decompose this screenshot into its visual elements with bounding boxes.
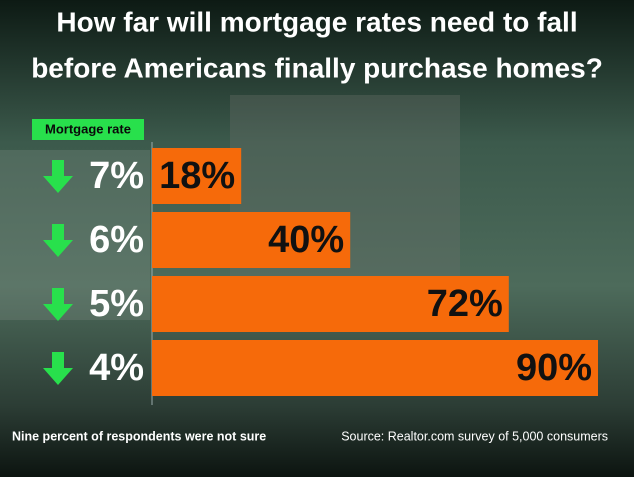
category-label: 5% <box>89 283 144 325</box>
category-label: Mortgage rate <box>45 121 131 136</box>
down-arrow <box>43 352 73 385</box>
bar <box>152 276 509 332</box>
value-label: 40% <box>268 219 344 261</box>
down-arrow <box>43 224 73 257</box>
category-label-box <box>32 119 144 140</box>
category-label: 6% <box>89 219 144 261</box>
house-shape <box>0 150 150 320</box>
category-label: 4% <box>89 347 144 389</box>
value-label: 18% <box>159 155 235 197</box>
value-label: 90% <box>516 347 592 389</box>
footnote: Nine percent of respondents were not sur… <box>12 429 266 443</box>
down-arrow <box>43 160 73 193</box>
value-label: 72% <box>427 283 503 325</box>
chart-title: How far will mortgage rates need to fall <box>56 6 577 37</box>
down-arrow <box>43 288 73 321</box>
chart-title: before Americans finally purchase homes? <box>31 52 603 83</box>
bar <box>152 148 242 204</box>
bar <box>152 212 351 268</box>
bar <box>152 340 598 396</box>
source: Source: Realtor.com survey of 5,000 cons… <box>341 429 608 443</box>
category-label: 7% <box>89 155 144 197</box>
